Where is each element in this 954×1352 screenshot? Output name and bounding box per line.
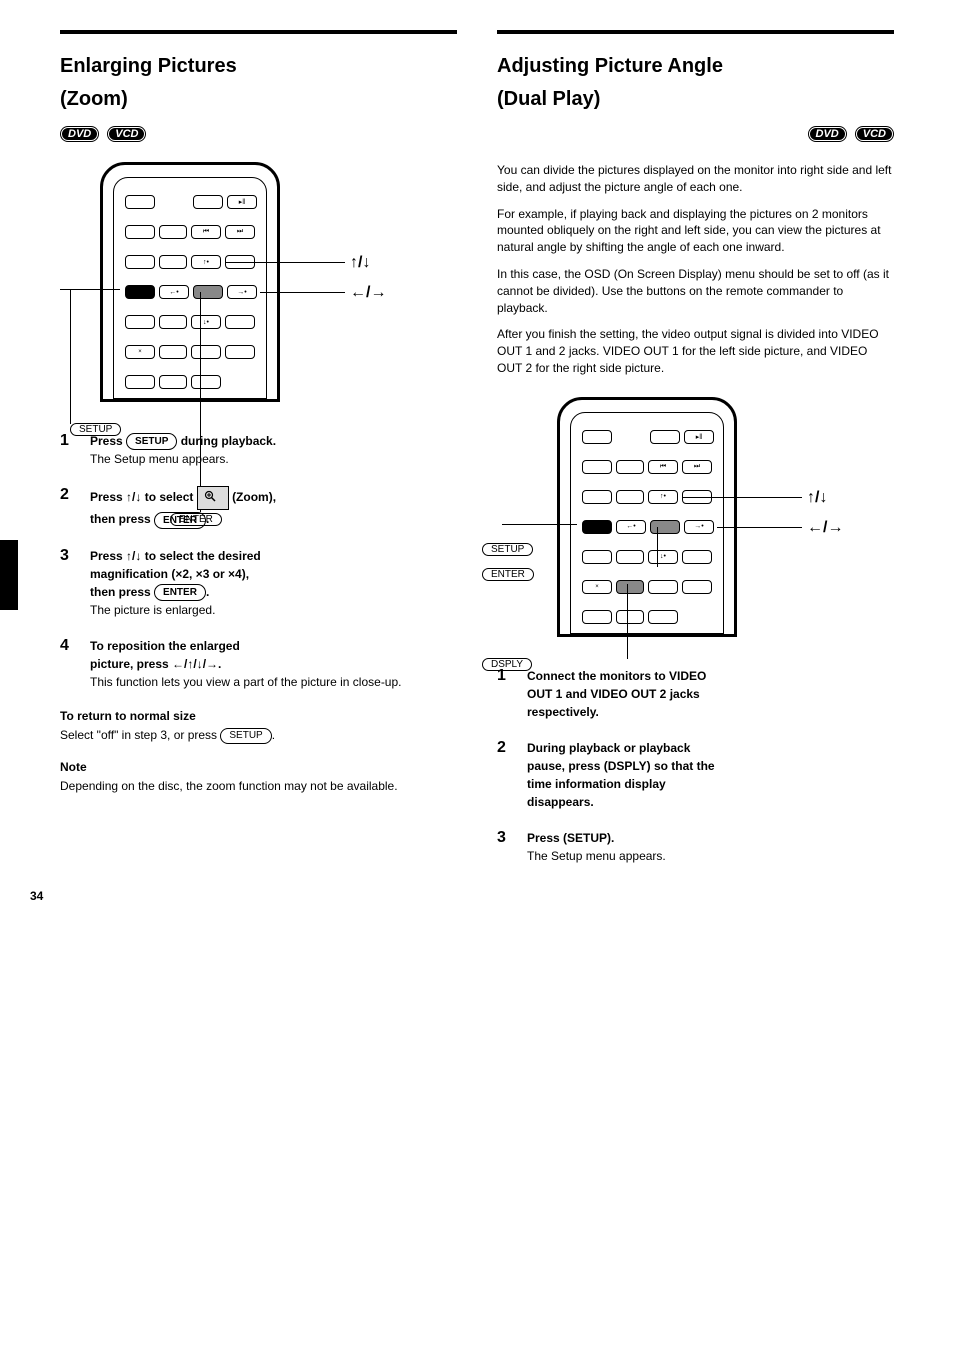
step-num: 2: [497, 739, 506, 757]
right-title-2: (Dual Play): [497, 88, 894, 111]
enter-button-label: ENTER: [154, 512, 206, 529]
normal-title: To return to normal size: [60, 709, 457, 723]
next-icon: ⏭: [682, 460, 712, 474]
para-3: In this case, the OSD (On Screen Display…: [497, 266, 894, 316]
divider: [497, 30, 894, 34]
step-sub: The picture is enlarged.: [90, 603, 215, 617]
disc-icons: DVD VCD: [497, 126, 894, 142]
step-num: 3: [60, 547, 69, 565]
setup-btn: [125, 285, 155, 299]
page-number: 34: [30, 889, 43, 903]
vcd-icon: VCD: [107, 126, 146, 142]
zoom-icon: [197, 486, 229, 510]
vcd-icon: VCD: [855, 126, 894, 142]
para-4: After you finish the setting, the video …: [497, 326, 894, 376]
dvd-icon: DVD: [60, 126, 99, 142]
step-num: 1: [60, 432, 69, 450]
para-1: You can divide the pictures displayed on…: [497, 162, 894, 196]
right-arrow-icon: →•: [684, 520, 714, 534]
callout-updown: ↑/↓: [807, 489, 827, 507]
play-pause-icon: ▸‖: [684, 430, 714, 444]
callout-setup: SETUP: [482, 542, 533, 556]
remote-illustration-right: ▸‖ ⏮⏭ ↑• ←•→• ↓• × ↑/↓ ←/→ SETUP ENTER D…: [557, 397, 894, 637]
callout-updown: ↑/↓: [350, 254, 370, 272]
step-2: 2 Press ↑/↓ to select (Zoom), then press…: [60, 486, 457, 528]
note-title: Note: [60, 760, 457, 774]
up-arrow-icon: ↑•: [191, 255, 221, 269]
step-sub: The Setup menu appears.: [90, 452, 229, 466]
callout-leftright: ←/→: [807, 519, 843, 537]
step-num: 2: [60, 486, 69, 504]
step-r2: 2 During playback or playback pause, pre…: [497, 739, 894, 811]
prev-icon: ⏮: [191, 225, 221, 239]
callout-enter: ENTER: [482, 567, 534, 581]
left-arrow-icon: ←•: [616, 520, 646, 534]
right-column: Adjusting Picture Angle (Dual Play) DVD …: [497, 30, 894, 883]
next-icon: ⏭: [225, 225, 255, 239]
play-pause-icon: ▸‖: [227, 195, 257, 209]
left-title-1: Enlarging Pictures: [60, 54, 457, 78]
left-column: Enlarging Pictures (Zoom) DVD VCD ▸‖ ⏮⏭ …: [60, 30, 457, 883]
right-arrow-icon: →•: [227, 285, 257, 299]
para-2: For example, if playing back and display…: [497, 206, 894, 256]
step-3: 3 Press ↑/↓ to select the desired magnif…: [60, 547, 457, 619]
step-sub: This function lets you view a part of th…: [90, 675, 402, 689]
enter-button-label: ENTER: [154, 584, 206, 601]
step-4: 4 To reposition the enlarged picture, pr…: [60, 637, 457, 691]
remote-illustration: ▸‖ ⏮⏭ ↑• ←•→• ↓• × ↑/↓ ←/→ SETUP ENTER: [100, 162, 457, 402]
dsply-btn: [616, 580, 644, 594]
up-arrow-icon: ↑•: [648, 490, 678, 504]
left-arrow-icon: ←•: [159, 285, 189, 299]
step-1: 1 Press SETUP during playback. The Setup…: [60, 432, 457, 468]
prev-icon: ⏮: [648, 460, 678, 474]
step-num: 1: [497, 667, 506, 685]
step-num: 4: [60, 637, 69, 655]
note-text: Depending on the disc, the zoom function…: [60, 778, 457, 795]
disc-icons: DVD VCD: [60, 126, 457, 142]
down-arrow-icon: ↓•: [648, 550, 678, 564]
left-title-2: (Zoom): [60, 88, 457, 111]
step-r3: 3 Press (SETUP). The Setup menu appears.: [497, 829, 894, 865]
callout-leftright: ←/→: [350, 284, 386, 302]
step-r1: 1 Connect the monitors to VIDEO OUT 1 an…: [497, 667, 894, 721]
down-arrow-icon: ↓•: [191, 315, 221, 329]
enter-btn: [650, 520, 680, 534]
normal-text: Select "off" in step 3, or press SETUP.: [60, 727, 457, 744]
setup-btn: [582, 520, 612, 534]
dvd-icon: DVD: [808, 126, 847, 142]
right-title-1: Adjusting Picture Angle: [497, 54, 894, 78]
enter-btn: [193, 285, 223, 299]
divider: [60, 30, 457, 34]
step-num: 3: [497, 829, 506, 847]
setup-button-label: SETUP: [126, 433, 177, 450]
